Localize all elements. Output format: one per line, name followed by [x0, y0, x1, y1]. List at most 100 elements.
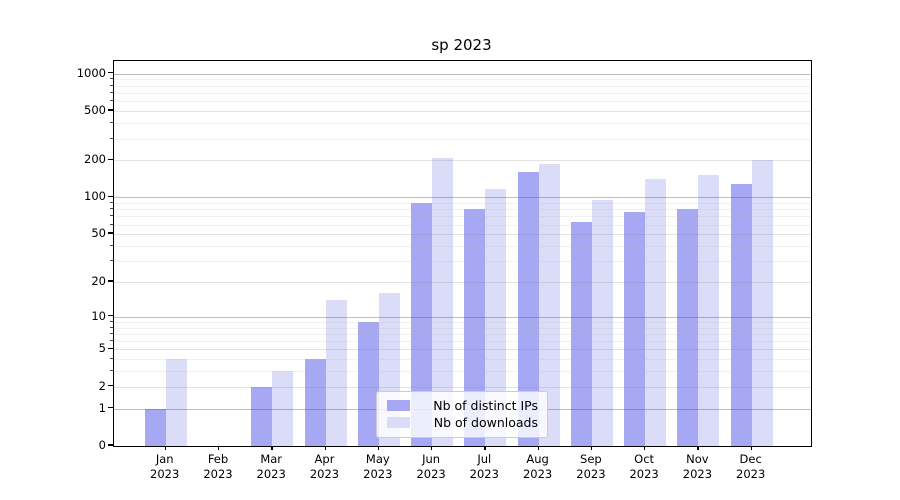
- gridline-9: [114, 321, 811, 323]
- x-tick-label-may: May 2023: [363, 452, 393, 481]
- plot-area: [113, 60, 812, 447]
- y-minor-tick-mark-80: [110, 208, 113, 210]
- bar-distinct-ips-may: [357, 321, 379, 446]
- gridline-1000: [114, 73, 811, 75]
- gridline-900: [114, 79, 811, 81]
- y-minor-tick-mark-70: [110, 215, 113, 217]
- gridline-700: [114, 92, 811, 94]
- y-minor-tick-mark-4: [110, 358, 113, 360]
- x-tick-mark-sep: [590, 446, 593, 450]
- bar-distinct-ips-dec: [730, 184, 752, 446]
- y-tick-label-0: 0: [98, 438, 106, 452]
- gridline-300: [114, 138, 811, 140]
- y-minor-tick-mark-30: [110, 260, 113, 261]
- x-tick-label-mar: Mar 2023: [256, 452, 286, 481]
- x-tick-label-oct: Oct 2023: [629, 452, 659, 481]
- y-minor-tick-mark-6: [110, 340, 113, 342]
- y-minor-tick-mark-300: [110, 137, 113, 139]
- x-tick-mark-apr: [324, 446, 326, 450]
- y-tick-mark-200: [108, 158, 113, 160]
- gridline-30: [114, 261, 811, 262]
- y-minor-tick-mark-700: [110, 91, 113, 93]
- y-tick-label-50: 50: [91, 226, 106, 241]
- x-tick-label-jul: Jul 2023: [469, 452, 499, 481]
- gridline-600: [114, 101, 811, 103]
- x-tick-label-nov: Nov 2023: [682, 452, 713, 481]
- y-tick-mark-2: [108, 385, 113, 387]
- x-tick-label-apr: Apr 2023: [309, 452, 340, 481]
- x-tick-mark-jan: [164, 446, 167, 450]
- x-tick-mark-nov: [697, 446, 699, 450]
- gridline-20: [114, 281, 811, 283]
- y-minor-tick-mark-9: [110, 320, 113, 322]
- x-tick-mark-aug: [537, 446, 539, 450]
- y-minor-tick-mark-90: [110, 201, 113, 203]
- gridline-7: [114, 333, 811, 335]
- y-minor-tick-mark-800: [110, 84, 113, 86]
- y-tick-label-200: 200: [84, 152, 106, 167]
- bar-downloads-apr: [325, 300, 347, 446]
- y-tick-mark-100: [108, 195, 113, 197]
- bar-distinct-ips-jun: [411, 202, 433, 446]
- gridline-50: [114, 234, 811, 236]
- legend-swatch-distinct-ips: [387, 400, 410, 411]
- bar-downloads-dec: [751, 160, 773, 446]
- x-tick-label-dec: Dec 2023: [736, 452, 766, 481]
- y-tick-label-100: 100: [84, 189, 106, 204]
- bar-downloads-sep: [591, 200, 613, 446]
- y-tick-mark-10: [108, 315, 113, 317]
- x-tick-mark-may: [377, 446, 380, 450]
- bar-downloads-mar: [272, 371, 294, 446]
- y-minor-tick-mark-7: [110, 332, 113, 334]
- gridline-500: [114, 111, 811, 112]
- y-tick-mark-20: [108, 280, 113, 282]
- y-tick-label-500: 500: [84, 103, 106, 117]
- chart-title: sp 2023: [431, 36, 492, 54]
- x-tick-label-aug: Aug 2023: [522, 452, 553, 481]
- y-tick-label-10: 10: [91, 308, 106, 323]
- bar-downloads-oct: [645, 179, 667, 446]
- y-tick-label-1: 1: [98, 400, 106, 415]
- legend-item-downloads: Nb of downloads: [377, 414, 547, 431]
- x-tick-label-feb: Feb 2023: [203, 452, 233, 481]
- y-tick-mark-5: [108, 347, 113, 350]
- gridline-5: [114, 349, 811, 351]
- gridline-100: [114, 197, 811, 199]
- y-tick-mark-1000: [108, 72, 113, 74]
- gridline-60: [114, 224, 811, 226]
- y-minor-tick-mark-3: [110, 370, 113, 372]
- y-tick-label-2: 2: [98, 378, 106, 393]
- y-tick-mark-500: [108, 109, 113, 111]
- x-tick-mark-oct: [644, 446, 646, 450]
- x-tick-label-jan: Jan 2023: [150, 452, 180, 481]
- gridline-800: [114, 85, 811, 87]
- gridline-10: [114, 316, 811, 318]
- bar-distinct-ips-oct: [624, 211, 646, 446]
- bar-downloads-jan: [165, 359, 187, 446]
- y-minor-tick-mark-8: [110, 326, 113, 328]
- gridline-200: [114, 160, 811, 162]
- bar-downloads-nov: [698, 174, 720, 446]
- gridline-4: [114, 359, 811, 361]
- x-tick-mark-dec: [750, 446, 753, 450]
- gridline-6: [114, 341, 811, 343]
- bar-distinct-ips-mar: [251, 386, 273, 446]
- y-minor-tick-mark-60: [110, 223, 113, 225]
- gridline-40: [114, 245, 811, 247]
- x-tick-mark-jun: [431, 446, 433, 450]
- legend: Nb of distinct IPs Nb of downloads: [376, 391, 548, 438]
- x-tick-label-jun: Jun 2023: [416, 452, 446, 481]
- gridline-70: [114, 216, 811, 218]
- y-minor-tick-mark-900: [110, 78, 113, 80]
- gridline-2: [114, 386, 811, 388]
- legend-swatch-downloads: [387, 417, 410, 428]
- y-tick-mark-50: [108, 232, 113, 234]
- legend-item-distinct-ips: Nb of distinct IPs: [377, 397, 547, 414]
- gridline-80: [114, 209, 811, 211]
- gridline-3: [114, 371, 811, 373]
- gridline-90: [114, 202, 811, 204]
- y-tick-label-5: 5: [98, 341, 106, 356]
- gridline-8: [114, 327, 811, 329]
- bar-downloads-aug: [538, 164, 560, 446]
